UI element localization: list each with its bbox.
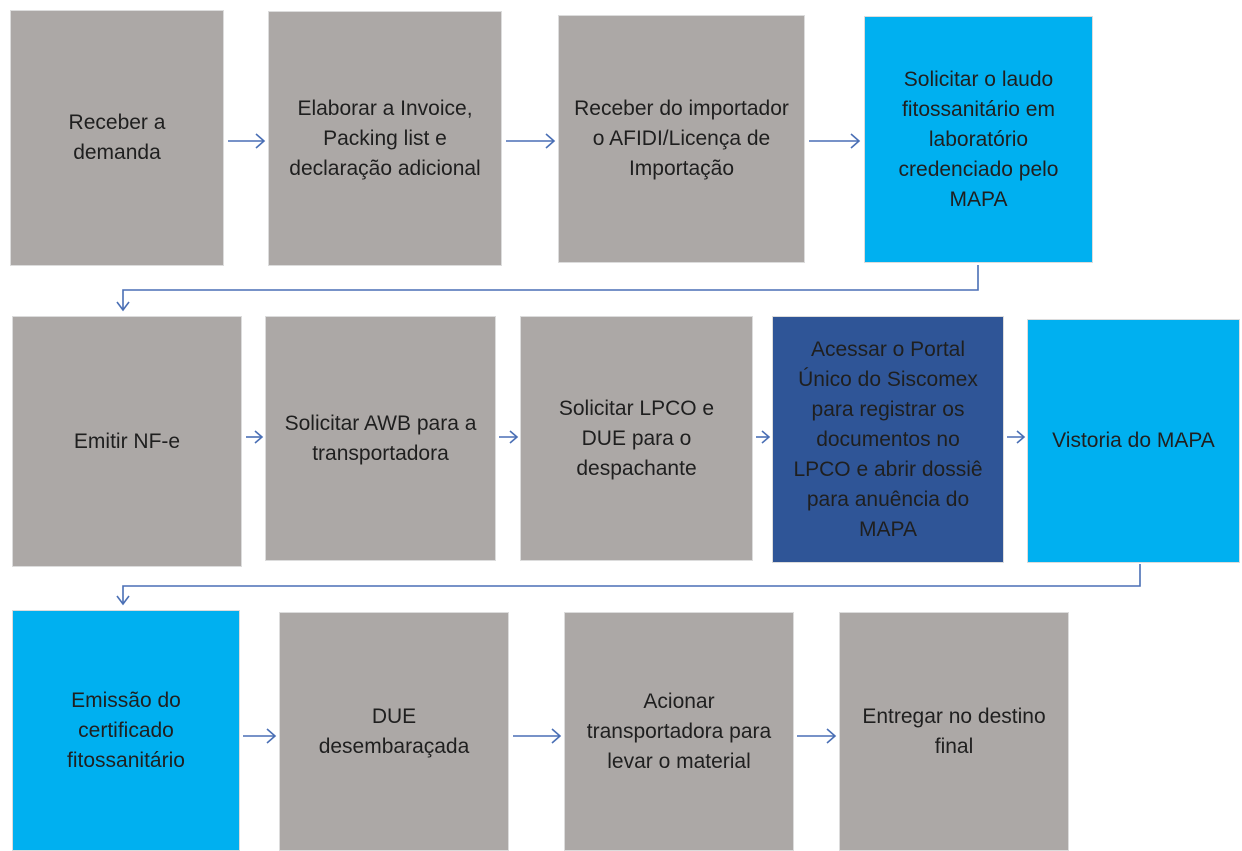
step-receber-demanda: Receber a demanda [10,10,224,266]
step-acessar-portal-siscomex: Acessar o Portal Único do Siscomex para … [772,316,1004,563]
arrow-2-to-3 [506,133,556,149]
arrow-4-to-5 [116,265,979,312]
step-acionar-transportadora: Acionar transportadora para levar o mate… [564,612,794,851]
step-label: Emitir NF-e [73,429,181,453]
step-label: Solicitar o laudo fitossanitário em labo… [898,67,1059,211]
step-label: Acionar transportadora para levar o mate… [586,689,772,773]
step-receber-afidi: Receber do importador o AFIDI/Licença de… [558,15,805,263]
step-label: Vistoria do MAPA [1052,429,1215,452]
arrow-11-to-12 [513,728,562,744]
arrow-8-to-9 [1007,430,1026,444]
arrow-9-to-10 [116,564,1141,606]
step-label: Acessar o Portal Único do Siscomex para … [793,337,983,541]
step-vistoria-mapa: Vistoria do MAPA [1027,319,1240,563]
arrow-6-to-7 [499,430,519,444]
step-entregar-destino: Entregar no destino final [839,612,1069,851]
step-emissao-certificado: Emissão do certificado fitossanitário [12,610,240,851]
step-label: Receber a demanda [68,111,166,164]
step-label: Entregar no destino final [862,704,1046,758]
step-label: Receber do importador o AFIDI/Licença de… [574,97,789,180]
arrow-7-to-8 [756,430,771,444]
step-label: Solicitar AWB para a transportadora [284,411,477,465]
step-solicitar-lpco-due: Solicitar LPCO e DUE para o despachante [520,316,753,561]
step-due-desembaracada: DUE desembaraçada [279,612,509,851]
arrow-5-to-6 [246,430,264,444]
step-elaborar-invoice: Elaborar a Invoice, Packing list e decla… [268,11,502,266]
step-solicitar-awb: Solicitar AWB para a transportadora [265,316,496,561]
step-label: DUE desembaraçada [318,704,470,758]
step-solicitar-laudo: Solicitar o laudo fitossanitário em labo… [864,16,1093,263]
step-label: Emissão do certificado fitossanitário [67,688,185,772]
step-emitir-nfe: Emitir NF-e [12,316,242,567]
arrow-10-to-11 [243,728,277,744]
arrow-12-to-13 [797,728,837,744]
arrow-3-to-4 [809,133,861,149]
step-label: Solicitar LPCO e DUE para o despachante [558,396,715,480]
step-label: Elaborar a Invoice, Packing list e decla… [289,96,481,180]
arrow-1-to-2 [228,133,266,149]
